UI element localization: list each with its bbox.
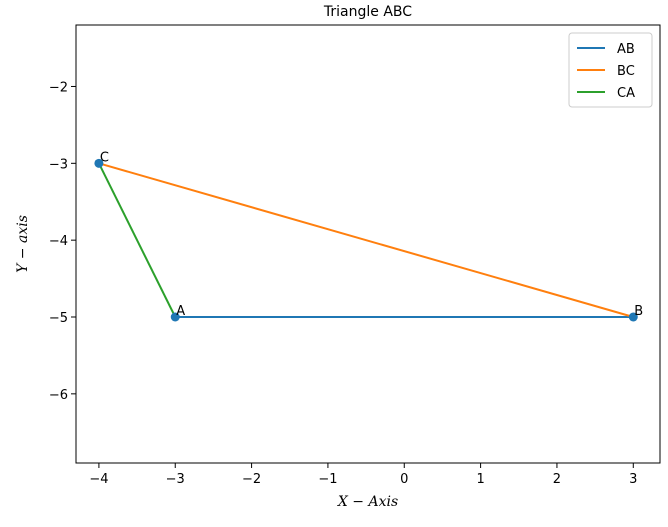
plot-frame bbox=[75, 24, 661, 464]
y-axis-ticks: −6 −5 −4 −3 −2 bbox=[49, 80, 76, 403]
legend-label-ab: AB bbox=[617, 42, 635, 57]
y-tick-label: −6 bbox=[49, 388, 68, 403]
x-tick-label: 0 bbox=[400, 472, 408, 487]
point-marker-a bbox=[170, 312, 180, 322]
point-label-c: C bbox=[100, 150, 109, 165]
x-tick-label: 3 bbox=[629, 472, 637, 487]
point-marker-b bbox=[628, 312, 638, 322]
x-tick-label: 2 bbox=[553, 472, 561, 487]
x-tick-label: −4 bbox=[89, 472, 108, 487]
chart-title: Triangle ABC bbox=[323, 4, 412, 20]
marker-layer bbox=[94, 158, 638, 322]
legend: AB BC CA bbox=[568, 32, 653, 108]
legend-label-bc: BC bbox=[617, 64, 635, 79]
point-marker-c bbox=[94, 158, 104, 168]
point-label-b: B bbox=[634, 304, 643, 319]
y-axis-label: Y − axis bbox=[15, 215, 31, 273]
series-line-bc bbox=[98, 162, 634, 318]
point-label-layer: A B C bbox=[100, 150, 643, 319]
y-tick-label: −3 bbox=[49, 157, 68, 172]
x-tick-label: −2 bbox=[242, 472, 261, 487]
x-axis-label: X − Axis bbox=[337, 494, 398, 510]
legend-box bbox=[568, 32, 653, 108]
point-label-a: A bbox=[176, 304, 185, 319]
x-tick-label: −3 bbox=[166, 472, 185, 487]
legend-label-ca: CA bbox=[617, 86, 635, 101]
x-tick-label: −1 bbox=[318, 472, 337, 487]
x-tick-label: 1 bbox=[476, 472, 484, 487]
series-layer bbox=[98, 162, 634, 318]
series-line-ca bbox=[98, 162, 177, 318]
y-tick-label: −4 bbox=[49, 234, 68, 249]
y-tick-label: −2 bbox=[49, 80, 68, 95]
x-axis-ticks: −4 −3 −2 −1 0 1 2 3 bbox=[89, 463, 637, 487]
y-tick-label: −5 bbox=[49, 311, 68, 326]
